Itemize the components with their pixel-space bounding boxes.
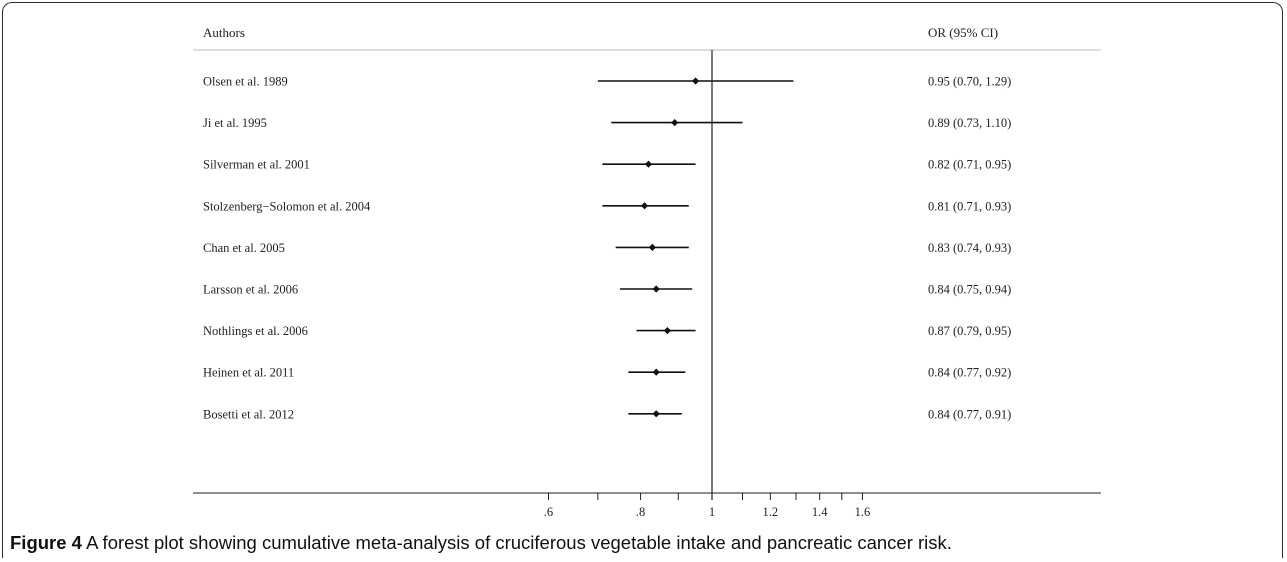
- study-row: Olsen et al. 1989 0.95 (0.70, 1.29): [203, 75, 1011, 89]
- x-tick-label: .8: [636, 505, 645, 519]
- or-ci-value: 0.81 (0.71, 0.93): [928, 199, 1011, 213]
- or-ci-value: 0.83 (0.74, 0.93): [928, 241, 1011, 255]
- or-ci-value: 0.95 (0.70, 1.29): [928, 75, 1011, 89]
- study-label: Stolzenberg−Solomon et al. 2004: [203, 199, 371, 213]
- point-estimate: [652, 368, 660, 376]
- study-label: Nothlings et al. 2006: [203, 324, 308, 338]
- point-estimate: [648, 243, 656, 251]
- study-label: Olsen et al. 1989: [203, 75, 288, 89]
- study-row: Heinen et al. 2011 0.84 (0.77, 0.92): [203, 366, 1011, 380]
- x-tick-label: 1.2: [763, 505, 779, 519]
- point-estimate: [640, 202, 649, 210]
- study-label: Chan et al. 2005: [203, 241, 285, 255]
- study-row: Silverman et al. 2001 0.82 (0.71, 0.95): [203, 158, 1011, 172]
- point-estimate: [671, 119, 679, 127]
- forest-plot: Authors OR (95% CI) Olsen et al. 1989 0.9…: [193, 25, 1101, 519]
- point-estimate: [652, 410, 660, 418]
- study-rows: Olsen et al. 1989 0.95 (0.70, 1.29) Ji et …: [203, 75, 1011, 422]
- or-ci-value: 0.84 (0.77, 0.91): [928, 407, 1011, 421]
- study-row: Larsson et al. 2006 0.84 (0.75, 0.94): [203, 283, 1011, 297]
- or-ci-value: 0.82 (0.71, 0.95): [928, 158, 1011, 172]
- point-estimate: [691, 77, 700, 85]
- x-tick-label: 1.4: [812, 505, 828, 519]
- point-estimate: [663, 327, 672, 335]
- study-label: Bosetti et al. 2012: [203, 407, 294, 421]
- study-label: Ji et al. 1995: [203, 116, 267, 130]
- or-ci-value: 0.84 (0.75, 0.94): [928, 283, 1011, 297]
- or-ci-value: 0.89 (0.73, 1.10): [928, 116, 1011, 130]
- or-ci-value: 0.84 (0.77, 0.92): [928, 366, 1011, 380]
- figure-caption: Figure 4 A forest plot showing cumulativ…: [10, 532, 952, 554]
- or-ci-header: OR (95% CI): [928, 25, 998, 40]
- study-label: Larsson et al. 2006: [203, 283, 298, 297]
- study-row: Chan et al. 2005 0.83 (0.74, 0.93): [203, 241, 1011, 255]
- figure-label: Figure 4: [10, 532, 82, 553]
- authors-header: Authors: [203, 25, 245, 40]
- point-estimate: [644, 160, 653, 168]
- study-row: Ji et al. 1995 0.89 (0.73, 1.10): [203, 116, 1011, 130]
- x-axis-ticks: .6 .8 1 1.2 1.4 1.6: [544, 493, 870, 519]
- x-tick-label: 1: [709, 505, 715, 519]
- x-tick-label: .6: [544, 505, 553, 519]
- or-ci-value: 0.87 (0.79, 0.95): [928, 324, 1011, 338]
- study-label: Heinen et al. 2011: [203, 366, 294, 380]
- x-tick-label: 1.6: [855, 505, 871, 519]
- study-row: Stolzenberg−Solomon et al. 2004 0.81 (0.7…: [203, 199, 1011, 213]
- point-estimate: [652, 285, 660, 293]
- study-row: Bosetti et al. 2012 0.84 (0.77, 0.91): [203, 407, 1011, 421]
- figure-caption-text: A forest plot showing cumulative meta-an…: [86, 532, 952, 553]
- study-row: Nothlings et al. 2006 0.87 (0.79, 0.95): [203, 324, 1011, 338]
- study-label: Silverman et al. 2001: [203, 158, 310, 172]
